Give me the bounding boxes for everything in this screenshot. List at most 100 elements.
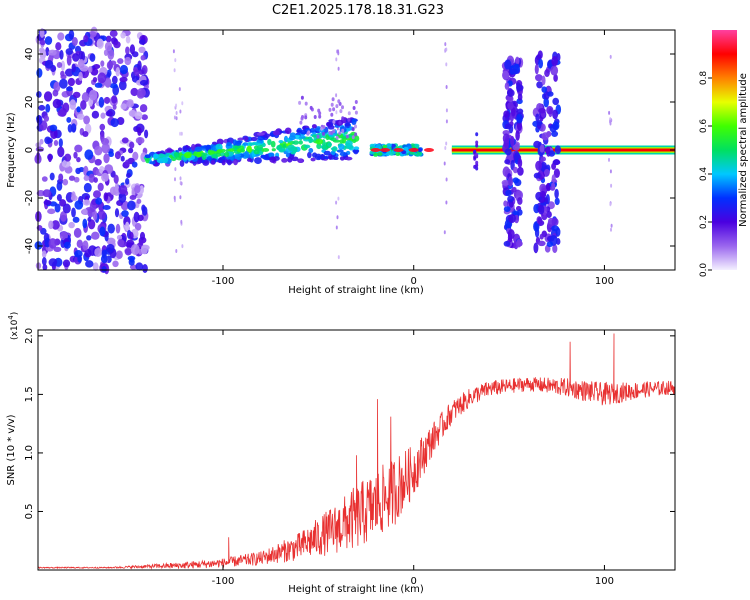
spectrogram-blob	[552, 109, 559, 120]
spectrogram-blob	[126, 172, 131, 179]
spectrogram-blob	[308, 147, 314, 154]
spectrogram-blob	[83, 115, 90, 125]
spectrogram-blob	[554, 197, 560, 206]
spectrogram-blob	[77, 255, 82, 263]
spectrogram-blob	[71, 36, 78, 47]
spectrogram-blob	[322, 155, 330, 160]
spectrogram-blob	[424, 148, 434, 152]
spectrogram-x-axis-label: Height of straight line (km)	[288, 285, 424, 296]
spectrogram-blob	[49, 124, 58, 132]
spectrogram-blob	[194, 146, 203, 152]
colorbar-tick-label: 0.8	[699, 71, 709, 86]
spectrogram-blob	[86, 235, 92, 241]
spectrogram-blob	[352, 138, 357, 144]
spectrogram-blob	[320, 126, 324, 131]
spectrogram-blob	[512, 166, 518, 174]
spectrogram-blob	[503, 200, 508, 207]
spectrogram-blob	[345, 134, 349, 139]
spectrogram-blob	[125, 178, 130, 185]
spectrogram-blob	[311, 124, 317, 129]
spectrogram-blob	[45, 47, 50, 56]
spectrogram-blob	[142, 264, 148, 273]
spectrogram-blob	[52, 89, 59, 97]
spectrogram-blob	[68, 221, 75, 229]
spectrogram-blob	[180, 131, 183, 136]
spectrogram-blob	[58, 138, 63, 148]
spectrogram-blob	[115, 67, 121, 77]
spectrogram-blob	[140, 55, 146, 61]
spectrogram-blob	[81, 92, 90, 103]
spectrogram-blob	[57, 32, 65, 41]
spectrogram-blob	[89, 89, 98, 101]
spectrogram-blob	[475, 132, 479, 137]
spectrogram-blob	[339, 151, 348, 157]
spectrogram-blob	[262, 148, 270, 152]
spectrogram-blob	[395, 152, 401, 156]
spectrogram-blob	[337, 255, 340, 260]
spectrogram-blob	[36, 115, 43, 125]
spectrogram-blob	[73, 227, 82, 238]
spectrogram-blob	[115, 223, 121, 234]
spectrogram-blob	[535, 160, 543, 171]
spectrogram-blob	[380, 148, 391, 152]
spectrogram-blob	[370, 148, 381, 152]
spectrogram-blob	[129, 194, 137, 201]
spectrogram-blob	[75, 167, 81, 175]
spectrogram-blob	[173, 195, 176, 200]
spectrogram-blob	[475, 152, 479, 157]
spectrogram-blob	[127, 200, 136, 211]
spectrogram-blob	[511, 186, 517, 193]
spectrogram-blob	[127, 147, 134, 154]
spectrogram-blob	[288, 135, 296, 141]
spectrogram-blob	[536, 81, 543, 89]
spectrogram-blob	[502, 130, 510, 136]
spectrogram-blob	[354, 110, 358, 115]
spectrogram-blob	[144, 154, 151, 159]
spectrogram-blob	[177, 147, 183, 152]
snr-y-tick-label: 1.0	[24, 445, 35, 461]
spectrogram-blob	[506, 89, 515, 97]
spectrogram-blob	[554, 188, 559, 199]
spectrogram-blob	[125, 35, 131, 44]
spectrogram-blob	[48, 49, 57, 56]
spectrogram-blob	[278, 139, 284, 144]
spectrogram-blob	[48, 238, 57, 249]
spectrogram-blob	[121, 210, 129, 218]
spectrogram-blob	[337, 66, 340, 71]
snr-y-tick-label: 0.5	[24, 504, 35, 520]
spectrogram-blob	[328, 153, 333, 160]
spectrogram-blob	[101, 172, 110, 182]
spectrogram-blob	[332, 107, 336, 112]
spectrogram-blob	[95, 197, 103, 205]
spectrogram-blob	[250, 136, 258, 142]
spectrogram-blob	[533, 242, 539, 254]
spectrogram-blob	[84, 149, 94, 160]
spectrogram-blob	[505, 189, 512, 197]
spectrogram-blob	[325, 134, 330, 141]
spectrogram-blob	[608, 157, 610, 162]
spectrogram-blob	[292, 140, 300, 145]
spectrogram-blob	[43, 91, 53, 102]
spectrogram-blob	[133, 69, 140, 76]
spectrogram-blob	[101, 143, 110, 154]
spectrogram-blob	[536, 119, 543, 126]
colorbar: 0.0 0.2 0.4 0.6 0.8 Normalized spectral ampl…	[699, 30, 749, 277]
spectrogram-blob	[49, 172, 55, 181]
spectrogram-blob	[508, 200, 514, 208]
spectrogram-blob	[328, 107, 332, 112]
spectrogram-blob	[473, 150, 477, 154]
spectrogram-blob	[327, 142, 332, 147]
colorbar-label: Normalized spectral amplitude	[738, 73, 749, 227]
spectrogram-blob	[174, 167, 177, 172]
spectrogram-blob	[408, 148, 419, 152]
spectrogram-blob	[475, 166, 479, 171]
steady-tone-core	[451, 148, 675, 152]
spectrogram-blob	[544, 69, 550, 78]
spectrogram-blob	[254, 142, 262, 146]
spectrogram-blob	[140, 244, 148, 255]
spectrogram-x-tick-label: -100	[212, 276, 235, 287]
spectrogram-blob	[74, 144, 83, 153]
spectrogram-blob	[332, 119, 336, 124]
spectrogram-blob	[41, 257, 47, 266]
spectrogram-blob	[298, 100, 302, 105]
